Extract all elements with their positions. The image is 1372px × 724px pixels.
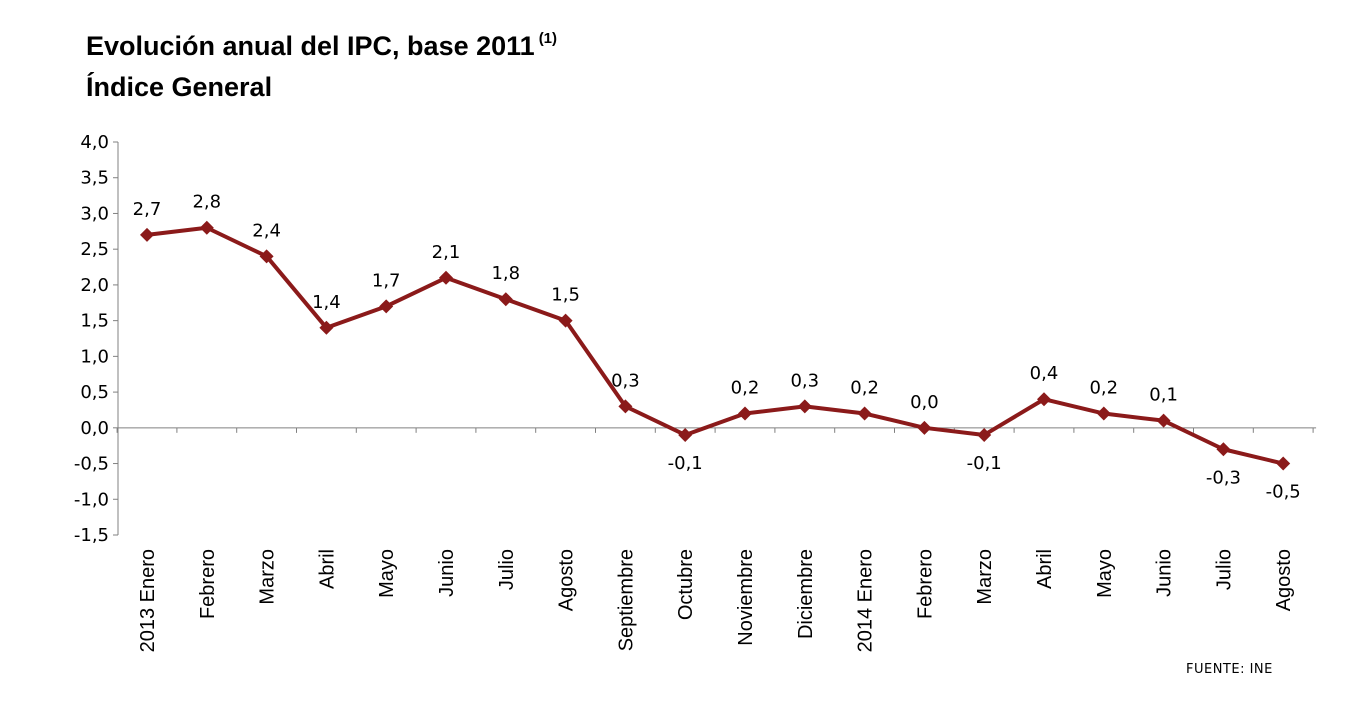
x-tick-label: Diciembre <box>795 549 817 639</box>
data-label: 0,0 <box>910 392 939 413</box>
data-point-marker <box>498 292 513 307</box>
x-tick-label: Mayo <box>1094 549 1116 598</box>
data-point-marker <box>977 427 992 442</box>
data-label: 2,8 <box>192 192 221 213</box>
x-tick-label: Marzo <box>974 549 996 605</box>
data-label: 1,7 <box>372 270 401 291</box>
data-label: -0,5 <box>1266 482 1301 503</box>
data-label: -0,1 <box>967 453 1002 474</box>
x-tick-label: Febrero <box>914 549 936 619</box>
source-note: FUENTE: INE <box>1186 662 1273 677</box>
x-tick-label: Mayo <box>376 549 398 598</box>
chart-title-text: Evolución anual del IPC, base 2011 <box>86 31 535 61</box>
x-tick-label: Noviembre <box>735 549 757 646</box>
data-label: 0,2 <box>731 378 760 399</box>
y-tick-label: 3,0 <box>80 203 109 224</box>
data-label: 0,4 <box>1030 363 1059 384</box>
data-point-marker <box>1276 456 1291 471</box>
x-tick-label: Octubre <box>675 549 697 620</box>
data-point-marker <box>797 399 812 414</box>
data-label: 0,1 <box>1149 385 1178 406</box>
data-label: 0,3 <box>790 370 819 391</box>
x-tick-label: Marzo <box>257 549 279 605</box>
data-point-marker <box>1216 442 1231 457</box>
data-point-marker <box>917 420 932 435</box>
y-tick-label: 3,5 <box>80 168 109 189</box>
y-tick-label: 1,0 <box>80 346 109 367</box>
x-tick-label: Abril <box>316 549 338 589</box>
x-tick-label: Agosto <box>1273 549 1295 611</box>
data-labels: 2,7 2,8 2,4 1,4 1,7 2,1 1,8 1,5 0,3 -0,1 0,2 0,3 0,2… <box>133 192 1301 503</box>
data-point-marker <box>259 249 274 264</box>
y-tick-label: 0,5 <box>80 382 109 403</box>
x-tick-label: 2014 Enero <box>855 549 877 652</box>
x-tick-label: Julio <box>1213 549 1235 590</box>
chart-title-block: Evolución anual del IPC, base 2011 (1) Ín… <box>86 28 557 105</box>
x-tick-labels: 2013 Enero Febrero Marzo Abril Mayo Junio Juli… <box>137 549 1295 652</box>
x-tick-label: Abril <box>1034 549 1056 589</box>
data-point-marker <box>439 270 453 285</box>
chart-subtitle: Índice General <box>86 72 273 102</box>
x-tick-label: Septiembre <box>615 549 637 651</box>
data-point-marker <box>319 320 334 335</box>
data-point-marker <box>1156 413 1171 428</box>
chart-title: Evolución anual del IPC, base 2011 (1) <box>86 28 557 69</box>
y-tick-label: 2,0 <box>80 275 109 296</box>
data-label: -0,1 <box>668 453 703 474</box>
y-axis: 4,0 3,5 3,0 2,5 2,0 1,5 1,0 0,5 0,0 -0,5 -1,0 -1,5 <box>74 132 119 546</box>
data-point-marker <box>1096 406 1111 421</box>
data-label: 1,4 <box>312 292 341 313</box>
x-tick-label: Agosto <box>556 549 578 611</box>
x-tick-label: Febrero <box>197 549 219 619</box>
y-tick-label: 1,5 <box>80 311 109 332</box>
data-point-marker <box>140 227 154 242</box>
data-point-marker <box>558 313 573 328</box>
data-point-marker <box>379 299 394 314</box>
data-label: 1,8 <box>491 263 520 284</box>
chart-title-footnote-mark: (1) <box>538 30 558 47</box>
x-tick-label: Julio <box>496 549 518 590</box>
data-point-marker <box>857 406 872 421</box>
data-label: 0,2 <box>850 378 879 399</box>
series-line <box>146 225 1284 466</box>
data-point-marker <box>678 427 693 442</box>
y-tick-label: 0,0 <box>80 418 109 439</box>
data-point-marker <box>199 220 214 235</box>
y-tick-label: 4,0 <box>80 132 109 153</box>
data-label: 2,1 <box>432 242 461 263</box>
data-label: 2,4 <box>252 220 281 241</box>
series-ipc <box>140 220 1291 471</box>
data-label: 0,2 <box>1089 378 1118 399</box>
x-axis <box>116 427 1317 433</box>
y-tick-label: 2,5 <box>80 239 109 260</box>
data-point-marker <box>1037 392 1051 407</box>
x-tick-label: Junio <box>1154 549 1176 597</box>
x-tick-label: 2013 Enero <box>137 549 159 652</box>
x-tick-label: Junio <box>436 549 458 597</box>
data-point-marker <box>738 406 752 421</box>
y-tick-label: -1,5 <box>74 525 109 546</box>
data-point-marker <box>618 399 633 414</box>
y-tick-label: -0,5 <box>74 454 109 475</box>
data-label: 1,5 <box>551 285 580 306</box>
data-label: 2,7 <box>133 199 162 220</box>
y-tick-label: -1,0 <box>74 489 109 510</box>
data-label: -0,3 <box>1206 467 1241 488</box>
data-label: 0,3 <box>611 370 640 391</box>
